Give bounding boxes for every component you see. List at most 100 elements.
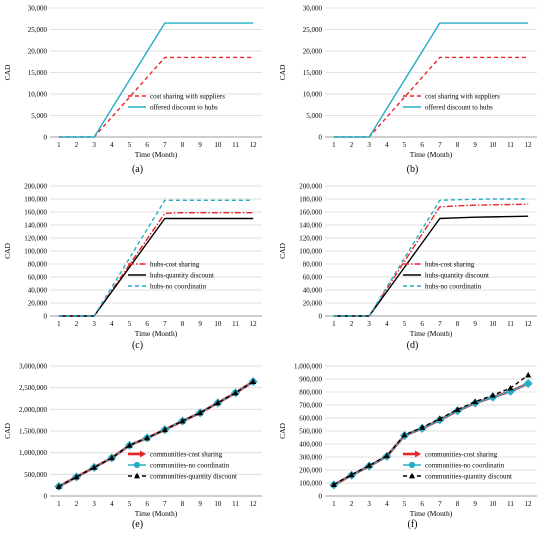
legend-item: communities-no coordinatin (128, 462, 230, 470)
x-axis-label: Time (Month) (135, 150, 178, 159)
x-tick-label: 1 (57, 320, 61, 328)
series-line (58, 56, 254, 138)
y-tick-label: 0 (319, 313, 323, 321)
x-axis-label: Time (Month) (135, 329, 178, 338)
x-axis-label: Time (Month) (135, 509, 178, 518)
data-point (214, 399, 221, 406)
x-tick-label: 9 (198, 320, 202, 328)
x-tick-label: 2 (75, 141, 79, 149)
y-tick-label: 10,000 (28, 91, 48, 99)
legend-item: communities-cost sharing (403, 450, 498, 459)
chart-panel-e: 0 500,000 1,000,000 1,500,000 2,000,000 2,500… (0, 358, 275, 537)
x-axis-label: Time (Month) (410, 150, 453, 159)
series-line (58, 381, 254, 488)
x-tick-label: 7 (438, 320, 442, 328)
legend-label: hubs-no coordinatin (425, 283, 482, 291)
chart-f-svg: 0 100,000 200,000 300,000 400,000 500,000 600,… (278, 363, 537, 518)
x-tick-label: 6 (145, 320, 149, 328)
x-tick-label: 2 (75, 320, 79, 328)
y-tick-label: 2,000,000 (19, 406, 48, 414)
y-tick-label: 400,000 (299, 441, 322, 449)
x-tick-label: 5 (128, 320, 132, 328)
legend-item: hubs-cost sharing (128, 261, 200, 269)
y-tick-label: 900,000 (299, 376, 322, 384)
y-tick-label: 15,000 (303, 69, 323, 77)
legend-item: communities-quantity discount (128, 473, 237, 481)
legend-label: cost sharing with suppliers (425, 93, 500, 101)
series-line (333, 198, 529, 317)
x-tick-label: 6 (145, 141, 149, 149)
x-tick-label: 9 (473, 500, 477, 508)
x-axis-label: Time (Month) (410, 509, 453, 518)
data-point (330, 481, 337, 487)
y-tick-label: 80,000 (28, 261, 48, 269)
x-tick-label: 11 (232, 500, 239, 508)
data-point (197, 409, 204, 416)
y-tick-label: 60,000 (28, 274, 48, 282)
panel-label-c: (c) (131, 340, 144, 351)
x-tick-label: 12 (250, 141, 258, 149)
legend-item: hubs-no coordinatin (403, 283, 482, 291)
series-line (58, 22, 254, 138)
x-tick-label: 2 (350, 141, 354, 149)
data-point (472, 398, 479, 405)
data-point (73, 473, 80, 480)
x-tick-label: 1 (332, 500, 336, 508)
x-tick-label: 2 (350, 320, 354, 328)
chart-d-svg: 0 20,000 40,000 60,000 80,000 100,000 120,000 1… (278, 183, 537, 338)
data-point (525, 371, 532, 378)
legend-item: cost sharing with suppliers (403, 93, 500, 101)
y-tick-label: 1,000,000 (294, 363, 323, 371)
x-tick-label: 10 (214, 141, 222, 149)
y-tick-label: 25,000 (28, 26, 48, 34)
legend-label: communities-no coordinatin (150, 462, 230, 470)
x-tick-label: 8 (181, 320, 185, 328)
x-tick-label: 6 (145, 500, 149, 508)
series-group (333, 56, 529, 138)
y-tick-label: 300,000 (299, 454, 322, 462)
y-tick-label: 80,000 (303, 261, 323, 269)
x-tick-label: 5 (403, 500, 407, 508)
x-tick-label: 7 (163, 500, 167, 508)
y-tick-label: 0 (319, 134, 323, 142)
legend-label: communities-quantity discount (425, 473, 512, 481)
legend-item: cost sharing with suppliers (128, 93, 225, 101)
legend-marker (134, 472, 140, 479)
x-tick-label: 10 (489, 141, 497, 149)
y-tick-label: 140,000 (24, 222, 47, 230)
y-tick-label: 160,000 (24, 209, 47, 217)
legend-label: hubs-quantity discount (150, 272, 214, 280)
legend-label: offered discount to hubs (150, 104, 218, 112)
x-tick-label: 1 (332, 141, 336, 149)
y-tick-label: 180,000 (299, 196, 322, 204)
x-tick-label: 6 (420, 320, 424, 328)
y-tick-label: 3,000,000 (19, 363, 48, 371)
x-tick-label: 4 (110, 320, 114, 328)
data-point (401, 431, 408, 438)
series-line (333, 215, 529, 317)
x-tick-label: 6 (420, 141, 424, 149)
x-tick-label: 2 (350, 500, 354, 508)
series-group (333, 215, 529, 317)
x-tick-label: 12 (525, 141, 533, 149)
x-tick-label: 2 (75, 500, 79, 508)
legend-item: hubs-quantity discount (128, 272, 214, 280)
data-point (108, 454, 115, 461)
series-group (333, 22, 529, 138)
y-tick-label: 0 (44, 134, 48, 142)
y-tick-label: 0 (44, 313, 48, 321)
panel-label-e: (e) (131, 519, 144, 530)
y-tick-label: 20,000 (303, 300, 323, 308)
series-line (58, 217, 254, 317)
x-tick-label: 9 (473, 141, 477, 149)
y-tick-label: 15,000 (28, 69, 48, 77)
legend-item: hubs-cost sharing (403, 261, 475, 269)
data-point (454, 406, 461, 412)
x-tick-label: 11 (232, 141, 239, 149)
panel-label-f: (f) (407, 519, 418, 530)
legend-label: hubs-quantity discount (425, 272, 489, 280)
y-tick-label: 20,000 (303, 48, 323, 56)
y-tick-label: 40,000 (303, 287, 323, 295)
y-axis-label: CAD (3, 243, 12, 259)
legend-label: communities-cost sharing (150, 451, 223, 459)
